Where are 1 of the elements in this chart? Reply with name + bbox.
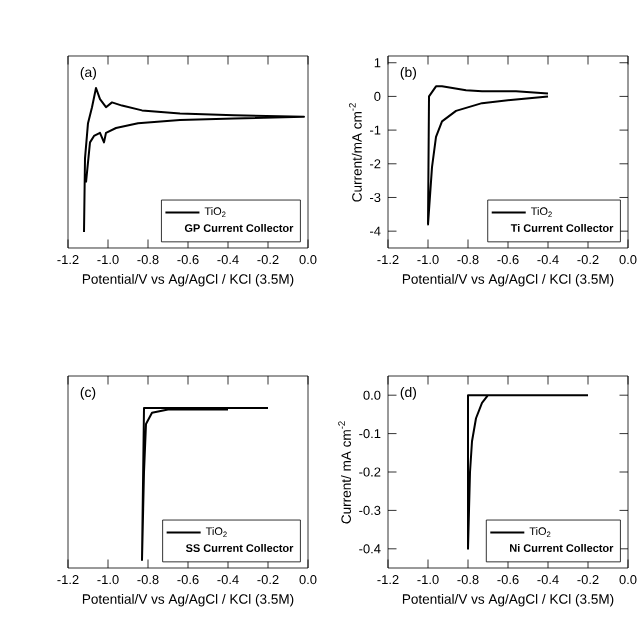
line-series — [427, 85, 550, 226]
